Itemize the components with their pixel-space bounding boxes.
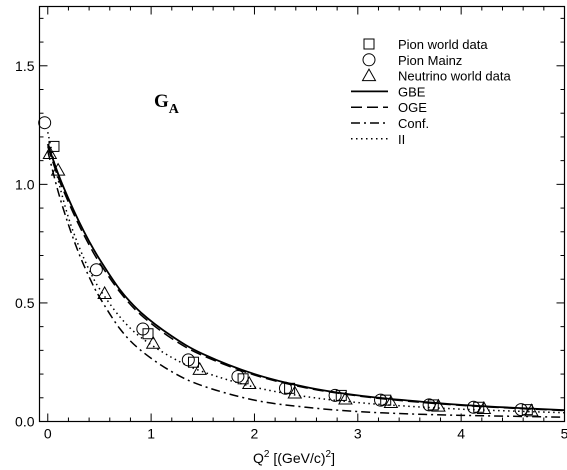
legend-pion-mainz-marker: [362, 53, 376, 67]
triangle-data-point: [241, 376, 257, 390]
y-tick-label: 0.5: [15, 295, 35, 311]
circle-data-point: [328, 388, 342, 402]
triangle-data-point: [287, 385, 303, 399]
x-tick-label: 0: [44, 426, 52, 442]
legend-pion-world-data-marker: [363, 38, 375, 50]
legend-pion-mainz-label: Pion Mainz: [398, 53, 462, 68]
tick-labels: 0 1 2 3 4 5 0.0 0.5 1.0 1.5: [15, 58, 567, 442]
legend-conf--label: Conf.: [398, 116, 429, 131]
panel-annotation: GA: [154, 91, 180, 117]
legend-neutrino-world-data-label: Neutrino world data: [398, 69, 511, 84]
x-tick-label: 5: [561, 426, 567, 442]
x-axis-title-prefix: Q: [253, 450, 264, 466]
triangle-data-point: [145, 335, 161, 349]
x-tick-label: 2: [251, 426, 259, 442]
triangle-data-point: [383, 395, 399, 409]
x-axis-title-units: [(GeV/c): [269, 450, 325, 466]
annotation-sub: A: [169, 102, 180, 117]
y-tick-label: 1.5: [15, 58, 35, 74]
circle-data-point: [467, 400, 481, 414]
triangle-data-point: [50, 162, 66, 176]
series-line-ii: [47, 132, 565, 414]
legend-pion-world-data-label: Pion world data: [398, 37, 488, 52]
annotation-main: G: [154, 91, 169, 112]
markers-layer: [38, 116, 539, 417]
x-axis-title: Q2 [(GeV/c)2]: [253, 449, 335, 466]
x-axis-title-units-sup: 2: [326, 449, 332, 460]
triangle-data-point: [338, 391, 353, 405]
axis-ticks: [39, 6, 565, 422]
series-line-oge: [47, 146, 565, 412]
y-tick-label: 1.0: [15, 176, 35, 192]
triangle-data-point: [524, 403, 539, 417]
x-tick-label: 1: [147, 426, 155, 442]
triangle-data-point: [97, 285, 112, 299]
circle-data-point: [89, 263, 103, 277]
legend-oge-label: OGE: [398, 100, 427, 115]
circle-data-point: [278, 381, 292, 395]
legend-neutrino-world-data-marker: [361, 68, 377, 82]
x-tick-label: 4: [457, 426, 465, 442]
circle-data-point: [38, 116, 52, 130]
circle-data-point: [136, 322, 150, 336]
square-data-point: [473, 401, 485, 413]
circle-data-point: [181, 353, 195, 367]
circle-data-point: [231, 369, 245, 383]
series-line-conf-: [47, 150, 565, 418]
curves-layer: [46, 132, 565, 418]
triangle-data-point: [42, 146, 58, 160]
series-line-gbe: [46, 143, 565, 412]
circle-data-point: [374, 393, 388, 407]
square-data-point: [48, 140, 60, 152]
square-data-point: [521, 404, 533, 416]
x-axis-title-sup: 2: [264, 449, 270, 460]
legend-gbe-label: GBE: [398, 84, 426, 99]
plot-frame: [38, 5, 566, 423]
triangle-data-point: [192, 361, 208, 375]
square-data-point: [142, 328, 154, 340]
triangle-data-point: [476, 400, 492, 414]
x-axis-title-close: ]: [331, 450, 335, 466]
triangle-data-point: [431, 398, 446, 412]
x-tick-label: 3: [354, 426, 362, 442]
legend-ii-label: II: [398, 132, 405, 147]
circle-data-point: [514, 403, 528, 417]
y-tick-label: 0.0: [15, 414, 35, 430]
